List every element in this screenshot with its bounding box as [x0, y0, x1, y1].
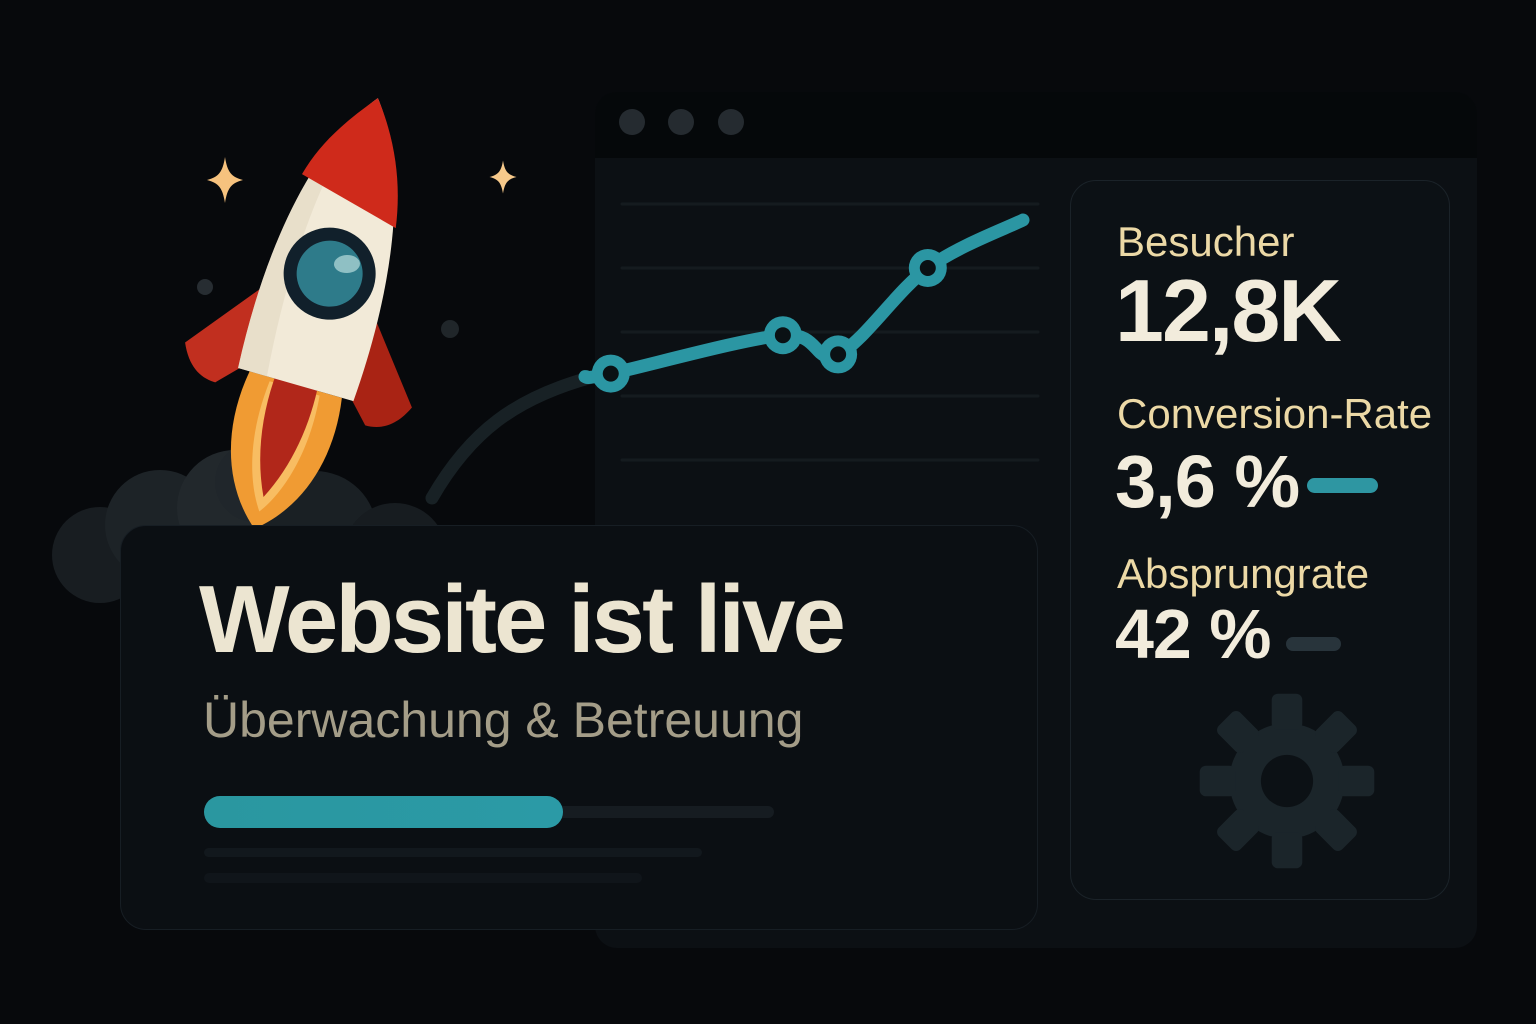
- space-dots: [197, 279, 459, 338]
- launch-card-title: Website ist live: [199, 566, 846, 673]
- metric-value-absprungrate: 42 %: [1115, 595, 1272, 673]
- trend-dash-icon: [1307, 478, 1378, 493]
- rocket-icon: [185, 98, 412, 529]
- launch-card-subtitle: Überwachung & Betreuung: [203, 692, 804, 748]
- settings-gear-icon[interactable]: [1197, 691, 1377, 871]
- metric-label-besucher: Besucher: [1117, 218, 1295, 265]
- stats-panel: Besucher 12,8K Conversion-Rate 3,6 % Abs…: [1070, 180, 1450, 900]
- window-control-dot[interactable]: [619, 109, 645, 135]
- window-control-dot[interactable]: [668, 109, 694, 135]
- metric-value-conversion-rate: 3,6 %: [1115, 440, 1300, 523]
- trend-dash-icon: [1286, 637, 1341, 651]
- progress-bar: [204, 796, 774, 828]
- skeleton-line: [204, 848, 702, 857]
- metric-label-absprungrate: Absprungrate: [1117, 550, 1370, 597]
- skeleton-line: [204, 873, 642, 883]
- metric-label-conversion-rate: Conversion-Rate: [1117, 390, 1433, 437]
- chart-tail-curve: [425, 370, 599, 505]
- browser-titlebar: [595, 92, 1477, 158]
- launch-card: Website ist live Überwachung & Betreuung: [120, 525, 1038, 930]
- window-control-dot[interactable]: [718, 109, 744, 135]
- metric-value-besucher: 12,8K: [1115, 261, 1342, 360]
- progress-fill: [204, 796, 564, 828]
- sparkle-star-icon: [207, 157, 517, 203]
